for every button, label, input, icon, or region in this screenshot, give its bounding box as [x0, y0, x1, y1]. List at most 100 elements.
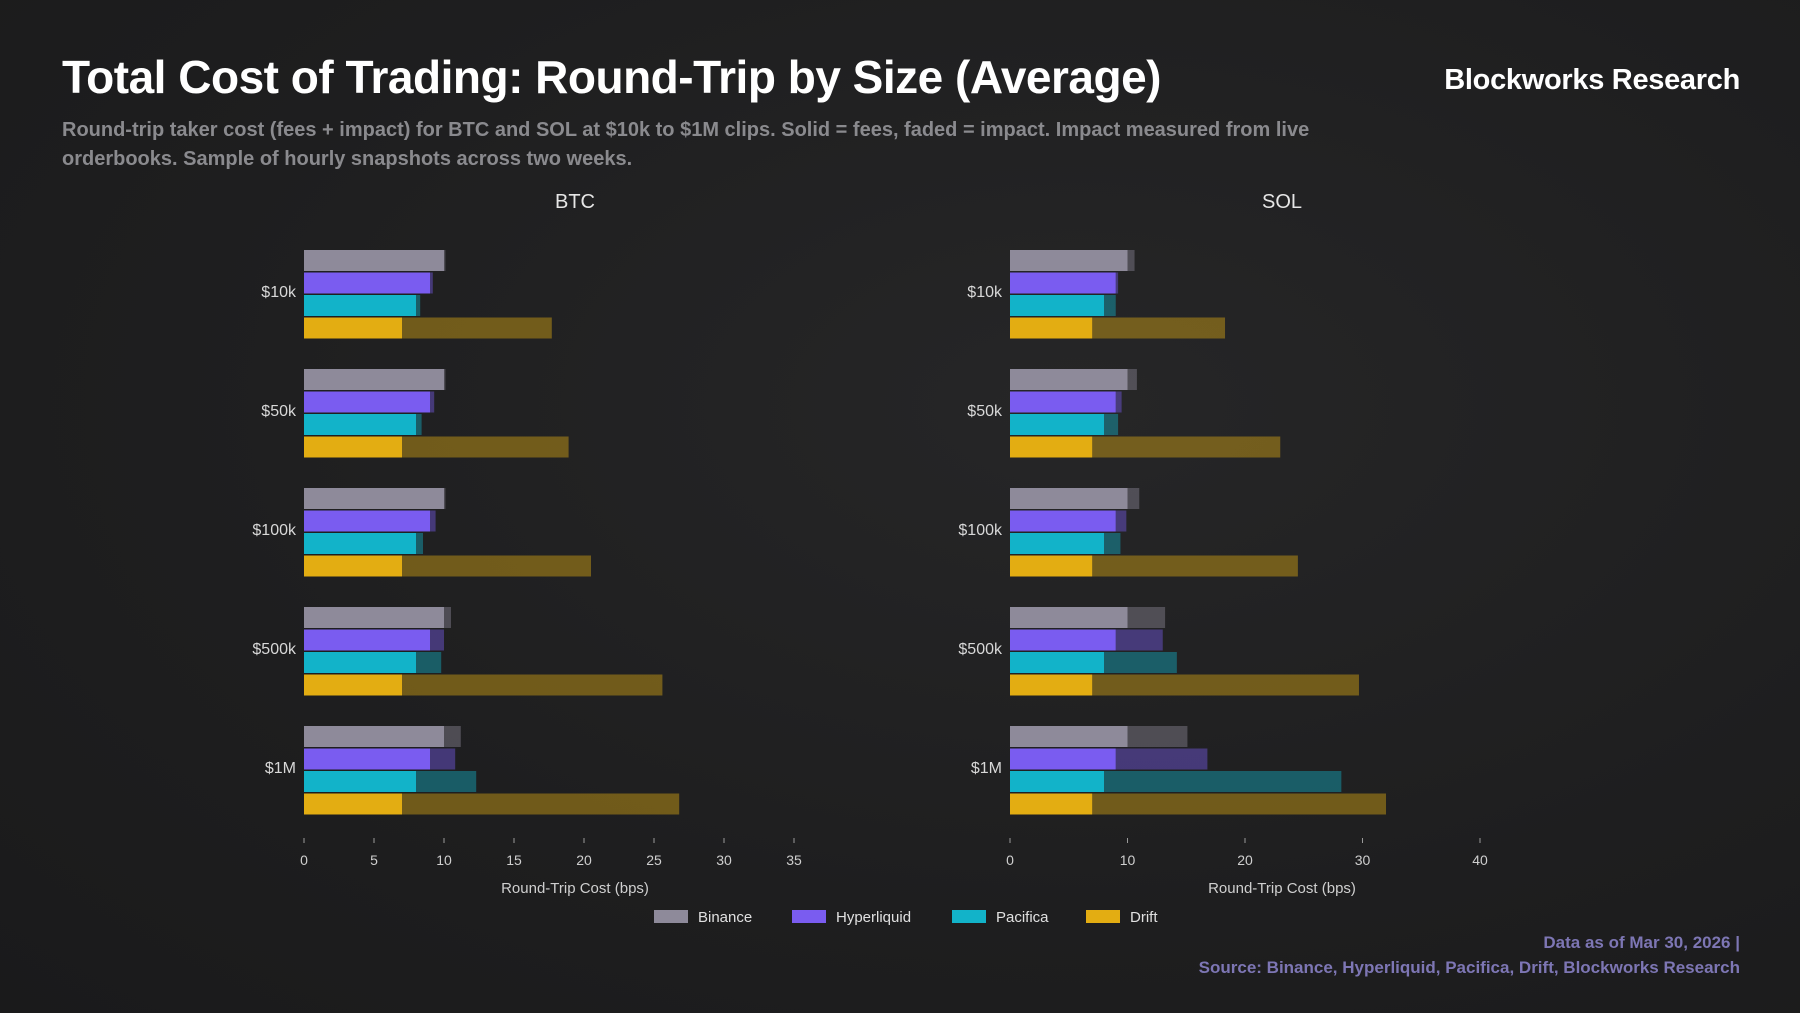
bar-impact-pacifica-sol [1104, 771, 1342, 792]
bar-fees-binance-btc [304, 726, 444, 747]
bar-fees-drift-btc [304, 436, 402, 458]
y-tick-label-btc: $500k [252, 641, 297, 658]
x-tick-label-btc: 25 [646, 852, 662, 868]
x-axis-label-btc: Round-Trip Cost (bps) [501, 880, 649, 897]
bar-impact-hyperliquid-btc [430, 391, 435, 413]
bar-impact-pacifica-btc [416, 414, 422, 435]
bar-impact-binance-sol [1127, 250, 1135, 271]
source-note: Source: Binance, Hyperliquid, Pacifica, … [1198, 958, 1740, 977]
bar-fees-drift-btc [304, 555, 402, 577]
bar-fees-hyperliquid-sol [1010, 391, 1116, 413]
y-tick-label-sol: $50k [967, 403, 1003, 420]
bar-fees-hyperliquid-btc [304, 748, 430, 770]
bar-fees-drift-sol [1010, 674, 1093, 696]
bar-impact-drift-sol [1092, 317, 1226, 339]
bar-impact-drift-sol [1092, 555, 1298, 577]
x-tick-label-sol: 10 [1120, 852, 1136, 868]
bar-fees-binance-btc [304, 488, 444, 509]
y-tick-label-btc: $50k [261, 403, 297, 420]
bar-fees-binance-sol [1010, 607, 1128, 628]
x-tick-label-btc: 35 [786, 852, 802, 868]
bar-impact-binance-btc [444, 488, 446, 509]
legend-label-drift: Drift [1130, 909, 1158, 926]
bar-fees-binance-sol [1010, 369, 1128, 390]
x-tick-label-btc: 5 [370, 852, 378, 868]
bar-impact-drift-btc [402, 436, 569, 458]
y-tick-label-sol: $100k [958, 522, 1003, 539]
bar-fees-pacifica-sol [1010, 295, 1104, 316]
x-tick-label-sol: 30 [1355, 852, 1371, 868]
bar-fees-drift-sol [1010, 436, 1093, 458]
bar-impact-hyperliquid-sol [1115, 391, 1122, 413]
bar-fees-pacifica-sol [1010, 771, 1104, 792]
bar-impact-binance-sol [1127, 488, 1140, 509]
bar-impact-hyperliquid-sol [1115, 272, 1119, 294]
panel-title-sol: SOL [1262, 191, 1302, 213]
legend-label-pacifica: Pacifica [996, 909, 1049, 926]
bar-impact-binance-sol [1127, 369, 1137, 390]
x-tick-label-btc: 10 [436, 852, 452, 868]
y-tick-label-sol: $1M [971, 760, 1002, 777]
bar-impact-hyperliquid-btc [430, 510, 436, 532]
x-tick-label-btc: 20 [576, 852, 592, 868]
bar-fees-binance-sol [1010, 488, 1128, 509]
bar-fees-drift-sol [1010, 555, 1093, 577]
bar-fees-pacifica-btc [304, 295, 416, 316]
bar-fees-hyperliquid-btc [304, 272, 430, 294]
bar-impact-pacifica-btc [416, 533, 423, 554]
bar-impact-pacifica-sol [1104, 414, 1119, 435]
bar-impact-hyperliquid-btc [430, 748, 456, 770]
bar-impact-binance-btc [444, 607, 451, 628]
chart-subtitle: Round-trip taker cost (fees + impact) fo… [62, 119, 1310, 170]
bar-impact-pacifica-sol [1104, 652, 1177, 673]
bar-fees-drift-btc [304, 674, 402, 696]
bar-fees-drift-btc [304, 793, 402, 815]
legend-label-binance: Binance [698, 909, 752, 926]
bar-impact-hyperliquid-sol [1115, 510, 1127, 532]
bar-fees-pacifica-sol [1010, 533, 1104, 554]
y-tick-label-sol: $10k [967, 284, 1003, 301]
bar-impact-pacifica-sol [1104, 295, 1116, 316]
legend-label-hyperliquid: Hyperliquid [836, 909, 911, 926]
bar-fees-hyperliquid-sol [1010, 272, 1116, 294]
bar-impact-binance-btc [444, 726, 461, 747]
bar-fees-drift-sol [1010, 793, 1093, 815]
x-axis-label-sol: Round-Trip Cost (bps) [1208, 880, 1356, 897]
bar-fees-drift-sol [1010, 317, 1093, 339]
bar-fees-hyperliquid-btc [304, 391, 430, 413]
bar-fees-hyperliquid-btc [304, 629, 430, 651]
bar-impact-pacifica-btc [416, 295, 421, 316]
bar-fees-pacifica-btc [304, 414, 416, 435]
legend-swatch-drift [1086, 910, 1120, 923]
bar-fees-pacifica-sol [1010, 414, 1104, 435]
bar-fees-binance-sol [1010, 250, 1128, 271]
x-tick-label-btc: 30 [716, 852, 732, 868]
y-tick-label-btc: $1M [265, 760, 296, 777]
bar-impact-hyperliquid-sol [1115, 629, 1163, 651]
bar-fees-pacifica-btc [304, 771, 416, 792]
legend-swatch-hyperliquid [792, 910, 826, 923]
bar-impact-pacifica-btc [416, 652, 442, 673]
brand-logo-text: Blockworks Research [1444, 64, 1740, 96]
y-tick-label-sol: $500k [958, 641, 1003, 658]
bar-fees-hyperliquid-sol [1010, 510, 1116, 532]
bar-impact-drift-sol [1092, 793, 1386, 815]
bar-impact-hyperliquid-sol [1115, 748, 1208, 770]
bar-impact-drift-sol [1092, 674, 1359, 696]
bar-impact-pacifica-btc [416, 771, 477, 792]
bar-fees-binance-btc [304, 250, 444, 271]
x-tick-label-sol: 0 [1006, 852, 1014, 868]
y-tick-label-btc: $100k [252, 522, 297, 539]
bar-fees-binance-btc [304, 607, 444, 628]
bar-impact-pacifica-sol [1104, 533, 1121, 554]
source-footer: Data as of Mar 30, 2026 | Source: Binanc… [1199, 930, 1740, 980]
bar-impact-drift-sol [1092, 436, 1281, 458]
x-tick-label-sol: 20 [1237, 852, 1253, 868]
bar-fees-binance-sol [1010, 726, 1128, 747]
legend-swatch-binance [654, 910, 688, 923]
bar-fees-pacifica-btc [304, 652, 416, 673]
bar-impact-drift-btc [402, 674, 663, 696]
bar-impact-drift-btc [402, 793, 680, 815]
